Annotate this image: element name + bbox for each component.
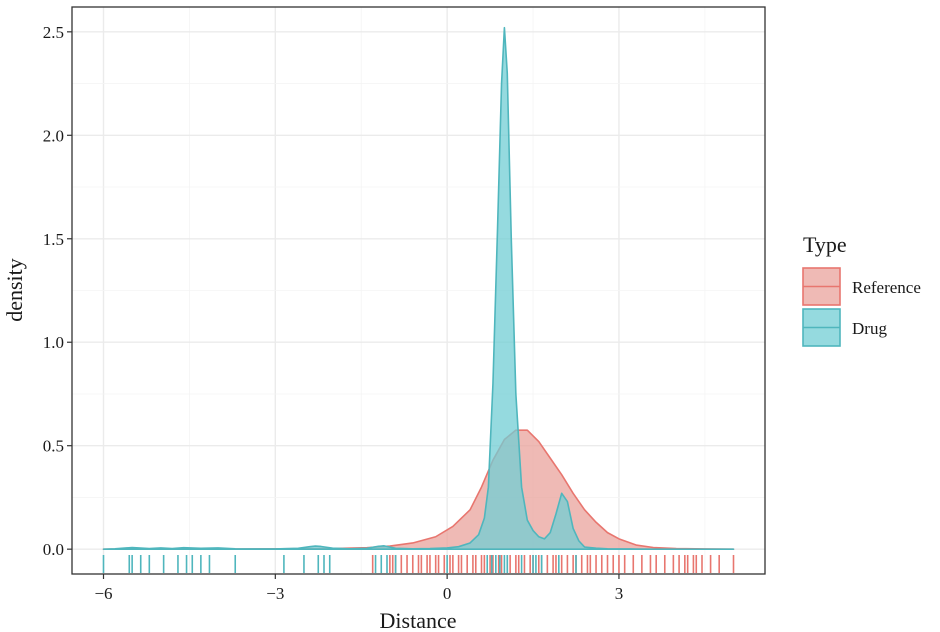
- rug-marks: [102, 555, 735, 573]
- density-area-reference: [102, 429, 735, 550]
- x-axis: −6 −3 0 3: [94, 574, 623, 603]
- y-tick-label: 0.5: [43, 437, 64, 456]
- legend-label-drug: Drug: [852, 319, 887, 338]
- density-area-drug: [102, 26, 735, 550]
- y-tick-label: 1.0: [43, 333, 64, 352]
- density-areas: [102, 26, 735, 550]
- x-tick-label: −3: [266, 584, 284, 603]
- y-tick-label: 0.0: [43, 540, 64, 559]
- x-tick-label: 3: [615, 584, 624, 603]
- x-tick-label: −6: [94, 584, 112, 603]
- legend: Type Reference Drug: [802, 232, 921, 347]
- plot-panel-border: [71, 6, 766, 575]
- y-tick-label: 2.5: [43, 23, 64, 42]
- y-axis: 0.0 0.5 1.0 1.5 2.0 2.5: [43, 23, 72, 559]
- x-tick-label: 0: [443, 584, 452, 603]
- legend-label-reference: Reference: [852, 278, 921, 297]
- y-tick-label: 2.0: [43, 126, 64, 145]
- legend-title: Type: [803, 232, 847, 257]
- x-axis-title: Distance: [380, 608, 457, 632]
- y-axis-title: density: [2, 258, 27, 322]
- y-tick-label: 1.5: [43, 230, 64, 249]
